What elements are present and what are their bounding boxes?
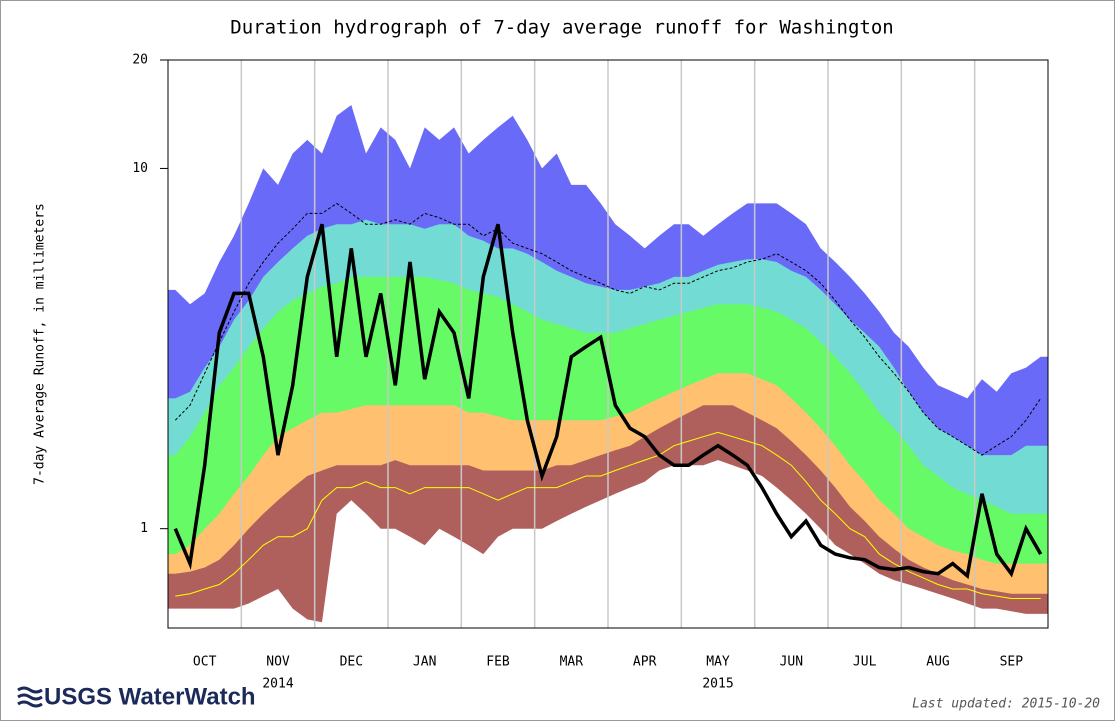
logo-icon: [17, 686, 43, 708]
x-tick-label: AUG: [926, 655, 950, 670]
x-tick-label: APR: [633, 655, 657, 670]
x-tick-label: MAR: [560, 655, 584, 670]
x-tick-label: MAY: [706, 655, 730, 670]
plot-area: [168, 60, 1048, 629]
x-tick-label: JUN: [780, 655, 803, 670]
x-tick-label: NOV: [266, 655, 290, 670]
x-tick-label: FEB: [486, 655, 510, 670]
y-tick-label: 20: [132, 53, 148, 68]
plot-border: [167, 59, 1049, 629]
y-axis-label: 7-day Average Runoff, in millimeters: [33, 203, 48, 485]
x-tick-label: JAN: [413, 655, 436, 670]
x-tick-label: SEP: [1000, 655, 1024, 670]
current-line: [173, 223, 1043, 580]
y-tick-label: 1: [140, 521, 148, 536]
mean-line: [174, 202, 1042, 456]
chart-title: Duration hydrograph of 7-day average run…: [230, 17, 893, 39]
x-tick-label: JUL: [853, 655, 877, 670]
y-tick-label: 10: [132, 161, 148, 176]
median-line: [175, 431, 1041, 599]
x-year-label: 2015: [702, 677, 733, 692]
logo-text: USGS WaterWatch: [44, 683, 256, 710]
footnote: Last updated: 2015-10-20: [912, 697, 1100, 712]
x-tick-label: DEC: [340, 655, 363, 670]
x-year-label: 2014: [262, 677, 293, 692]
x-tick-label: OCT: [193, 655, 217, 670]
